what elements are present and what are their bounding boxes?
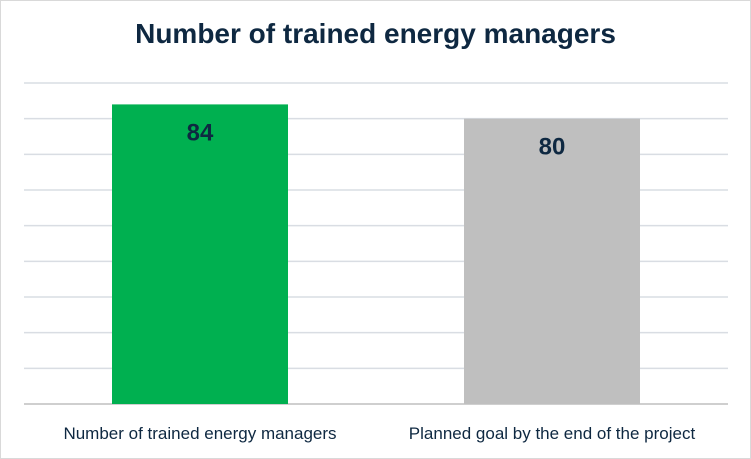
bar-2 — [464, 118, 640, 405]
bars — [112, 104, 640, 405]
category-label-1: Number of trained energy managers — [63, 424, 336, 443]
data-labels: 84 80 — [187, 119, 566, 160]
chart-title: Number of trained energy managers — [135, 18, 616, 49]
data-label-1: 84 — [187, 119, 214, 146]
category-label-2: Planned goal by the end of the project — [409, 424, 696, 443]
category-labels: Number of trained energy managers Planned… — [63, 424, 695, 443]
data-label-2: 80 — [539, 134, 566, 161]
bar-1 — [112, 104, 288, 405]
